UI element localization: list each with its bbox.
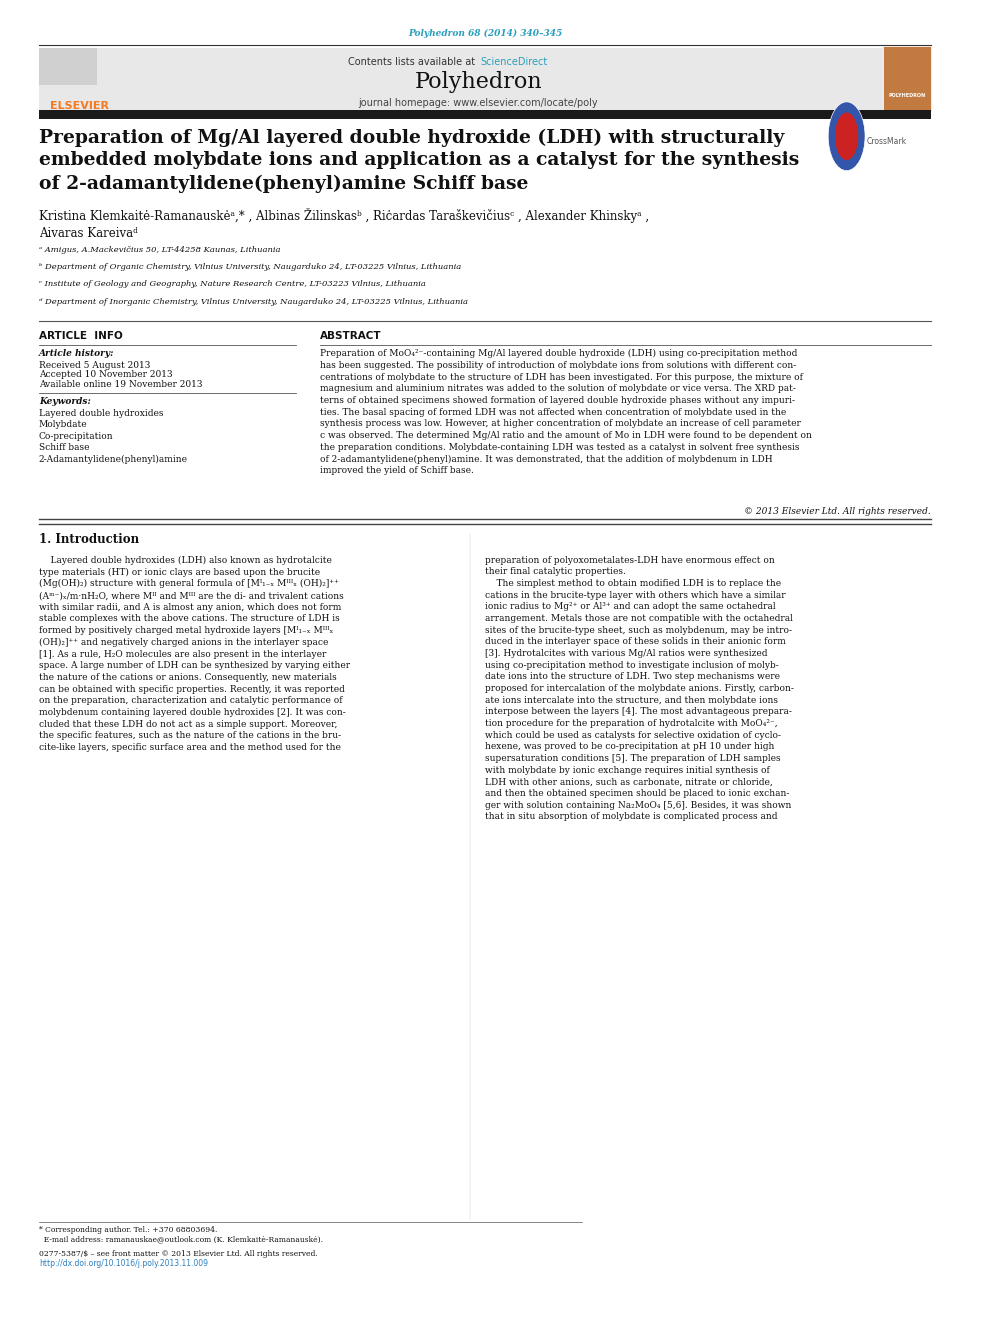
Text: Polyhedron: Polyhedron: [415, 71, 542, 93]
Text: ABSTRACT: ABSTRACT: [320, 331, 382, 341]
Text: Keywords:: Keywords:: [39, 397, 90, 406]
Text: http://dx.doi.org/10.1016/j.poly.2013.11.009: http://dx.doi.org/10.1016/j.poly.2013.11…: [39, 1259, 207, 1269]
Text: Layered double hydroxides (LDH) also known as hydrotalcite
type materials (HT) o: Layered double hydroxides (LDH) also kno…: [39, 556, 350, 751]
Text: 0277-5387/$ – see front matter © 2013 Elsevier Ltd. All rights reserved.: 0277-5387/$ – see front matter © 2013 El…: [39, 1250, 317, 1258]
Ellipse shape: [828, 102, 865, 171]
FancyBboxPatch shape: [39, 110, 931, 119]
Ellipse shape: [835, 112, 858, 160]
FancyBboxPatch shape: [39, 48, 883, 111]
Text: Preparation of Mg/Al layered double hydroxide (LDH) with structurally
embedded m: Preparation of Mg/Al layered double hydr…: [39, 128, 799, 193]
Text: ScienceDirect: ScienceDirect: [480, 57, 548, 67]
Text: Accepted 10 November 2013: Accepted 10 November 2013: [39, 370, 173, 380]
Text: Available online 19 November 2013: Available online 19 November 2013: [39, 380, 202, 389]
Text: Received 5 August 2013: Received 5 August 2013: [39, 361, 150, 370]
Text: ᵇ Department of Organic Chemistry, Vilnius University, Naugarduko 24, LT-03225 V: ᵇ Department of Organic Chemistry, Vilni…: [39, 263, 461, 271]
Text: Kristina Klemkaitė-Ramanauskėᵃ,* , Albinas Žilinskasᵇ , Riċardas Taraškevičiusᶜ : Kristina Klemkaitė-Ramanauskėᵃ,* , Albin…: [39, 208, 649, 239]
Text: E-mail address: ramanauskae@outlook.com (K. Klemkaitė-Ramanauskė).: E-mail address: ramanauskae@outlook.com …: [39, 1236, 322, 1244]
Text: * Corresponding author. Tel.: +370 68803694.: * Corresponding author. Tel.: +370 68803…: [39, 1226, 217, 1234]
Text: Article history:: Article history:: [39, 349, 114, 359]
Text: ᵈ Department of Inorganic Chemistry, Vilnius University, Naugarduko 24, LT-03225: ᵈ Department of Inorganic Chemistry, Vil…: [39, 298, 468, 306]
FancyBboxPatch shape: [884, 46, 931, 111]
Text: CrossMark: CrossMark: [867, 138, 907, 146]
Text: © 2013 Elsevier Ltd. All rights reserved.: © 2013 Elsevier Ltd. All rights reserved…: [744, 507, 931, 516]
FancyBboxPatch shape: [39, 48, 97, 85]
Text: POLYHEDRON: POLYHEDRON: [889, 93, 926, 98]
Text: Polyhedron 68 (2014) 340–345: Polyhedron 68 (2014) 340–345: [408, 29, 562, 38]
Text: Layered double hydroxides
Molybdate
Co-precipitation
Schiff base
2-Adamantyliden: Layered double hydroxides Molybdate Co-p…: [39, 409, 187, 464]
Text: Preparation of MoO₄²⁻-containing Mg/Al layered double hydroxide (LDH) using co-p: Preparation of MoO₄²⁻-containing Mg/Al l…: [320, 349, 811, 475]
Text: journal homepage: www.elsevier.com/locate/poly: journal homepage: www.elsevier.com/locat…: [358, 98, 598, 108]
Text: ᵃ Amigus, A.Mackevičius 50, LT-44258 Kaunas, Lithuania: ᵃ Amigus, A.Mackevičius 50, LT-44258 Kau…: [39, 246, 281, 254]
Text: ᶜ Institute of Geology and Geography, Nature Research Centre, LT-03223 Vilnius, : ᶜ Institute of Geology and Geography, Na…: [39, 280, 426, 288]
Text: ELSEVIER: ELSEVIER: [51, 101, 109, 111]
Text: preparation of polyoxometalates-LDH have enormous effect on
their final catalyti: preparation of polyoxometalates-LDH have…: [485, 556, 794, 822]
Text: ARTICLE  INFO: ARTICLE INFO: [39, 331, 123, 341]
Text: Contents lists available at: Contents lists available at: [348, 57, 478, 67]
Text: 1. Introduction: 1. Introduction: [39, 533, 139, 546]
